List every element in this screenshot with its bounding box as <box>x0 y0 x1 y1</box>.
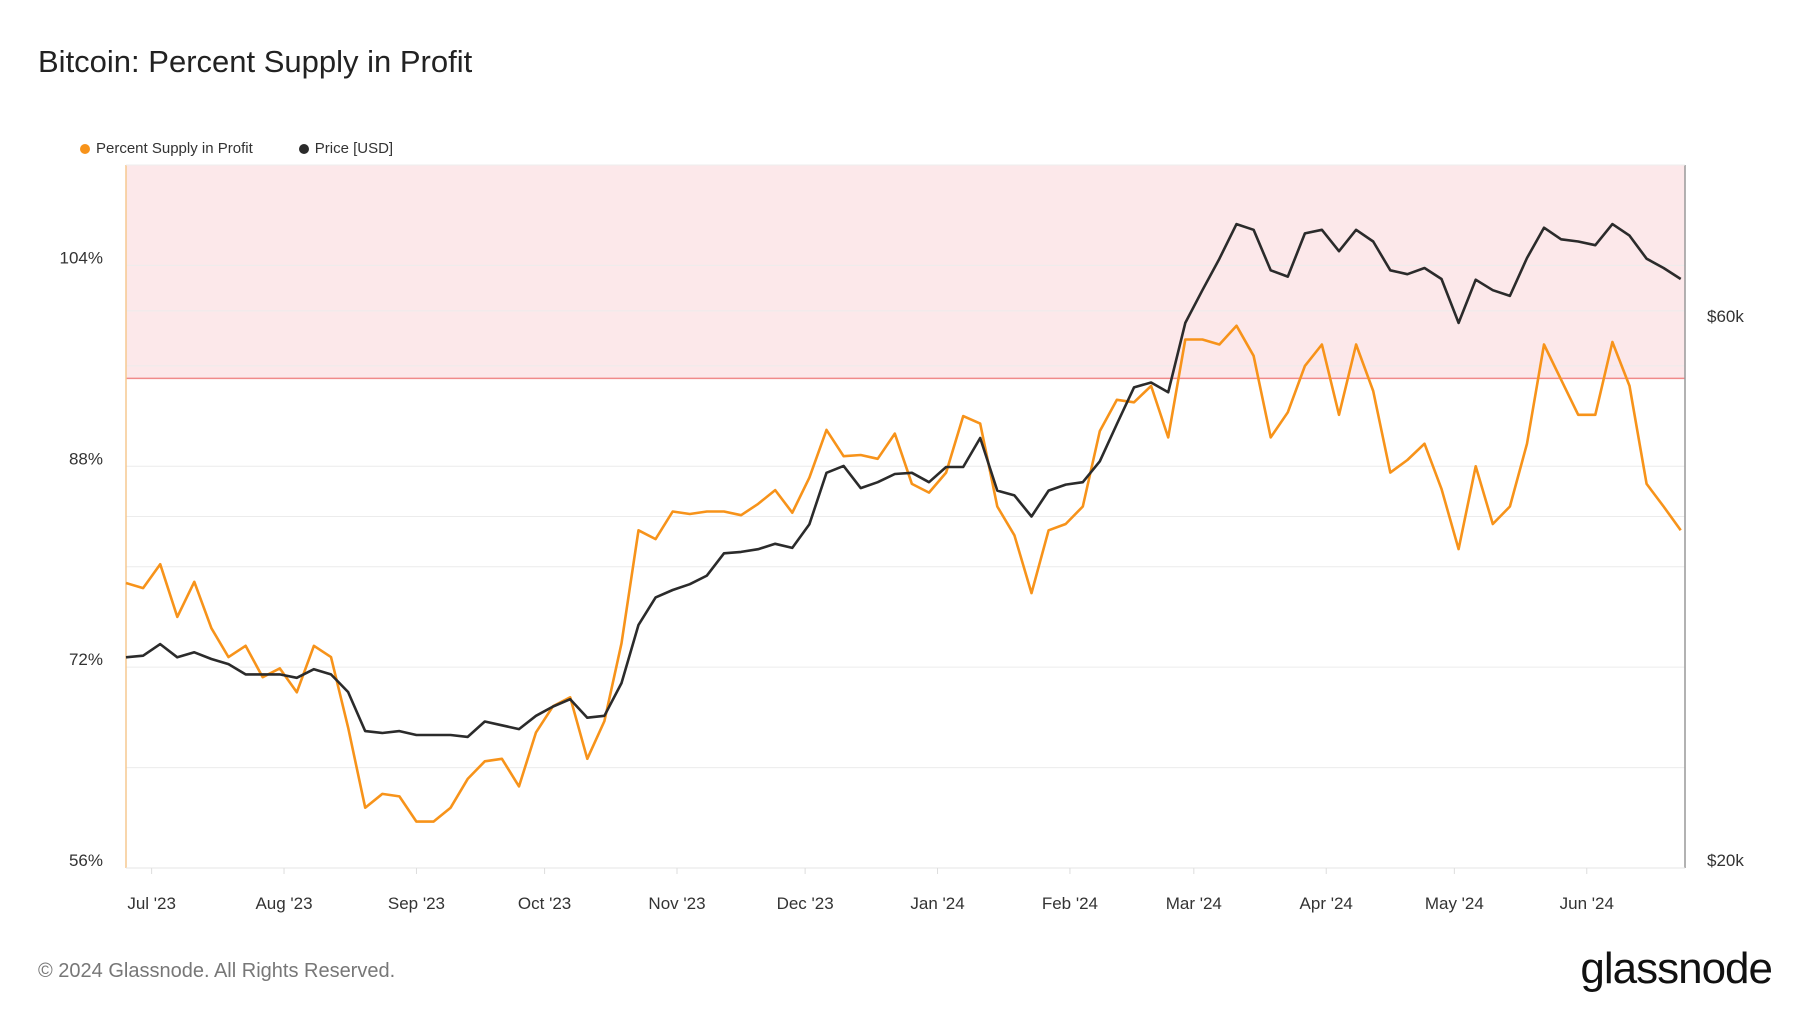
x-tick-label: Sep '23 <box>388 894 445 913</box>
legend-label: Price [USD] <box>314 140 394 157</box>
legend-label: Percent Supply in Profit <box>96 140 253 157</box>
x-tick-label: Oct '23 <box>518 894 571 913</box>
chart-title: Bitcoin: Percent Supply in Profit <box>38 44 473 79</box>
copyright: © 2024 Glassnode. All Rights Reserved. <box>38 960 396 982</box>
x-tick-label: Jan '24 <box>910 894 964 913</box>
y-right-tick-label: $60k <box>1707 307 1744 326</box>
x-tick-label: Aug '23 <box>255 894 312 913</box>
x-tick-label: Jul '23 <box>127 894 176 913</box>
legend: Percent Supply in Profit Price [USD] <box>80 140 393 157</box>
overbought-band <box>126 165 1685 379</box>
legend-dot-icon <box>298 143 309 154</box>
y-left-tick-label: 104% <box>60 248 103 267</box>
y-left-tick-label: 88% <box>69 449 103 468</box>
price-line <box>125 222 1682 739</box>
x-tick-label: Dec '23 <box>777 894 834 913</box>
y-left-tick-label: 56% <box>69 851 103 870</box>
x-tick-label: Jun '24 <box>1560 894 1614 913</box>
x-tick-label: May '24 <box>1425 894 1484 913</box>
legend-item-percent[interactable]: Percent Supply in Profit <box>80 140 253 157</box>
percent-supply-line <box>125 324 1682 823</box>
x-tick-label: Apr '24 <box>1300 894 1353 913</box>
x-tick-label: Nov '23 <box>648 894 705 913</box>
legend-item-price[interactable]: Price [USD] <box>298 140 394 157</box>
legend-dot-icon <box>80 143 90 154</box>
x-tick-label: Feb '24 <box>1042 894 1098 913</box>
glassnode-logo: glassnode <box>1580 944 1773 993</box>
y-left-tick-label: 72% <box>69 650 103 669</box>
y-right-tick-label: $20k <box>1707 851 1744 870</box>
x-tick-label: Mar '24 <box>1166 894 1222 913</box>
